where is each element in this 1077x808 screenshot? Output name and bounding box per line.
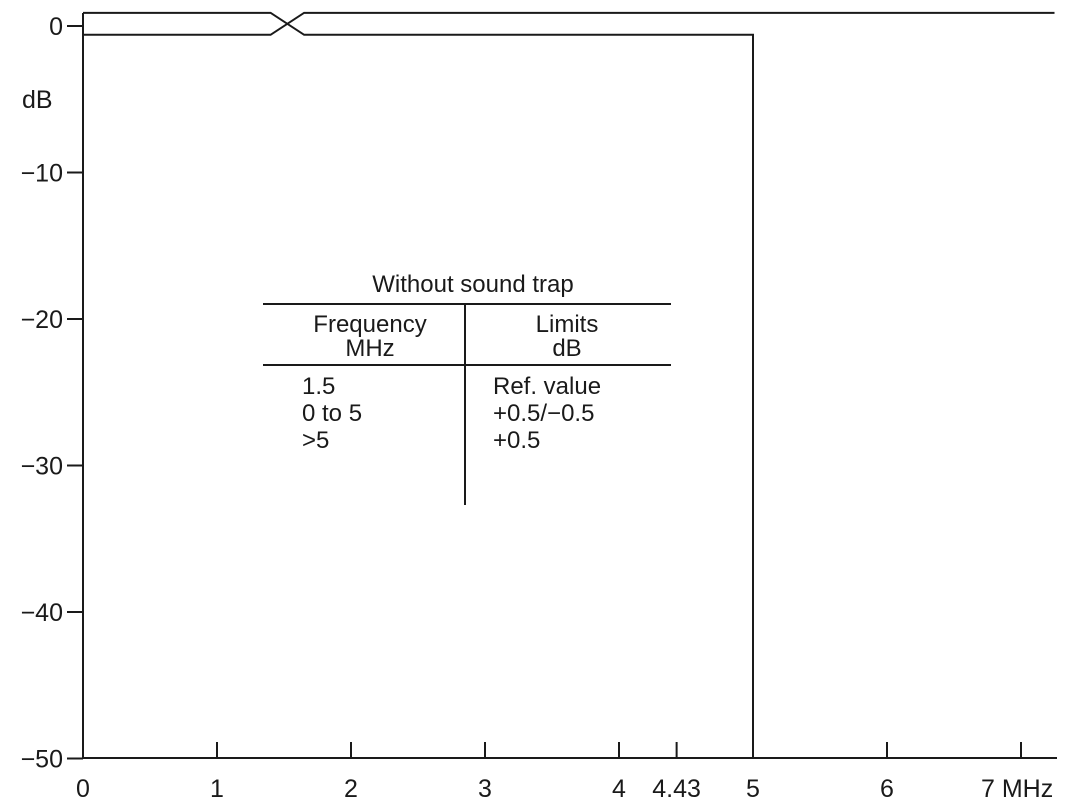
table-title: Without sound trap	[372, 271, 573, 298]
table-col1-header-line2: MHz	[345, 335, 394, 362]
table-row-1-limit: Ref. value	[493, 373, 601, 400]
table-col2-header-line2: dB	[552, 335, 581, 362]
x-tick-label: 1	[210, 775, 224, 803]
curves	[83, 11, 1055, 759]
x-tick-label: 4	[612, 775, 626, 803]
y-tick-label: −40	[21, 599, 63, 627]
table-row-3-limit: +0.5	[493, 427, 540, 454]
table-col1-header-line1: Frequency	[313, 311, 426, 338]
y-tick-label: −20	[21, 306, 63, 334]
y-tick-label: −30	[21, 453, 63, 481]
x-tick-label: 6	[880, 775, 894, 803]
limits-table: Without sound trap Frequency MHz Limits …	[263, 271, 671, 505]
x-tick-label: 7 MHz	[981, 775, 1053, 803]
table-row-1-frequency: 1.5	[302, 373, 335, 400]
table-row-2-frequency: 0 to 5	[302, 400, 362, 427]
y-tick-label: 0	[49, 13, 63, 41]
y-tick-label: −10	[21, 160, 63, 188]
y-axis-label: dB	[22, 86, 53, 114]
x-tick-label: 2	[344, 775, 358, 803]
x-tick-label: 4.43	[652, 775, 701, 803]
table-col2-header-line1: Limits	[536, 311, 599, 338]
x-tick-label: 0	[76, 775, 90, 803]
ticks: 0 −10 −20 −30 −40 −50 0 1 2 3 4 4.43 5 6 7 MHz	[21, 13, 1054, 803]
upper-limit-line	[83, 11, 1055, 36]
y-tick-label: −50	[21, 746, 63, 774]
table-row-2-limit: +0.5/−0.5	[493, 400, 594, 427]
x-tick-label: 3	[478, 775, 492, 803]
table-row-3-frequency: >5	[302, 427, 329, 454]
x-tick-label: 5	[746, 775, 760, 803]
lower-limit-line	[83, 11, 754, 759]
axes	[82, 13, 1057, 759]
